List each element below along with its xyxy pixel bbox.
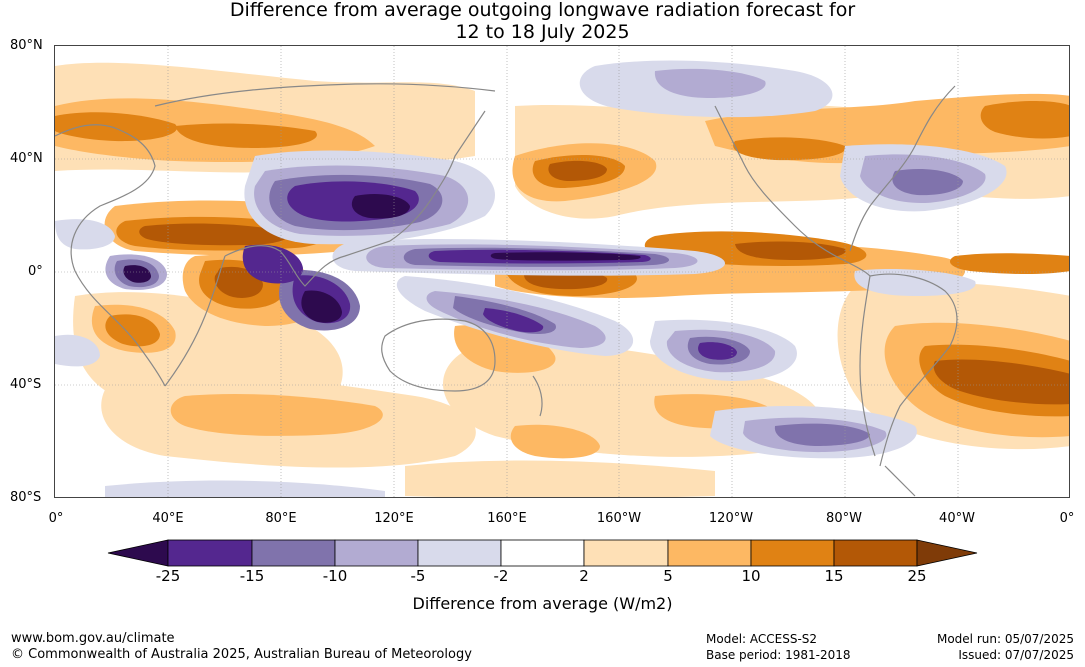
neg-mod-arctic xyxy=(654,68,766,98)
pos-strong-north-america xyxy=(733,137,846,161)
footer-issued: Issued: 07/07/2025 xyxy=(958,648,1074,662)
chart-title-line-1: Difference from average outgoing longwav… xyxy=(229,0,856,21)
coastlines xyxy=(55,83,958,497)
colorbar-tick: 15 xyxy=(824,567,844,585)
footer-base-period: Base period: 1981-2018 xyxy=(706,648,851,662)
olr-anomaly-map xyxy=(54,45,1070,498)
colorbar-tick: -5 xyxy=(410,567,426,585)
colorbar-bin-neg-15-25 xyxy=(167,539,253,567)
pos-strong-asia xyxy=(175,123,317,148)
lat-label-40n: 40°N xyxy=(10,151,43,166)
coast-asia-north xyxy=(154,83,496,107)
neg-extreme-itcz xyxy=(490,252,641,261)
neg-extreme-philippine-sea xyxy=(351,194,410,219)
lon-label-80w: 80°W xyxy=(826,511,862,526)
neg-light-southern-ocean xyxy=(105,480,385,497)
coast-east-asia xyxy=(389,110,486,242)
pos-mod-southern-indian-2 xyxy=(510,424,600,459)
neg-light-africa-west xyxy=(55,219,115,250)
neg-extreme-east-africa xyxy=(123,265,151,283)
pos-mod-south-indian xyxy=(170,394,383,436)
lon-label-160w: 160°W xyxy=(596,511,642,526)
colorbar-tick: -2 xyxy=(493,567,509,585)
colorbar-tick: -15 xyxy=(239,567,265,585)
coast-north-america-east xyxy=(849,85,956,252)
neg-vstrong-spcz-core xyxy=(483,308,544,333)
colorbar-tick: -25 xyxy=(155,567,181,585)
colorbar-bin-pos-10-15 xyxy=(750,539,835,567)
colorbar-label: Difference from average (W/m2) xyxy=(412,594,673,613)
lon-label-0: 0° xyxy=(48,511,64,526)
lat-label-equator: 0° xyxy=(28,264,43,279)
colorbar-tick: 2 xyxy=(579,567,589,585)
pos-strong-europe xyxy=(55,112,177,142)
neg-strong-southern-ocean-pacific xyxy=(774,423,870,446)
lon-label-160e: 160°E xyxy=(487,511,527,526)
colorbar-tick: 10 xyxy=(741,567,761,585)
coast-south-america-west xyxy=(859,275,876,457)
map-svg xyxy=(55,46,1069,497)
neg-light-south-indian-2 xyxy=(55,334,100,367)
coast-central-america xyxy=(844,260,871,277)
lon-label-40w: 40°W xyxy=(939,511,975,526)
pos-strong-north-atlantic xyxy=(980,101,1069,139)
neg-light-south-america-equatorial xyxy=(854,269,976,296)
colorbar-tick: 25 xyxy=(907,567,927,585)
lon-label-40e: 40°E xyxy=(152,511,184,526)
lon-label-120w: 120°W xyxy=(708,511,754,526)
lon-label-80e: 80°E xyxy=(265,511,297,526)
coast-south-america xyxy=(869,273,958,467)
colorbar-extend-high xyxy=(916,539,978,567)
colorbar-bin-pos-15-25 xyxy=(833,539,918,567)
colorbar-bin-pos-2-5 xyxy=(583,539,669,567)
pos-vstrong-south-atlantic xyxy=(933,359,1069,405)
lat-label-40s: 40°S xyxy=(10,377,42,392)
pos-light-southern-ocean xyxy=(405,460,715,497)
colorbar-extend-low xyxy=(107,539,169,567)
coast-europe-africa xyxy=(55,124,166,387)
gridlines xyxy=(55,46,1069,497)
footer-model-run: Model run: 05/07/2025 xyxy=(936,632,1074,646)
pos-strong-sw-africa xyxy=(105,314,160,347)
neg-vstrong-se-pacific-eye xyxy=(698,342,737,360)
pos-vstrong-central-pacific xyxy=(735,241,846,260)
pos-strong-east-pacific xyxy=(950,253,1069,275)
colorbar-tick: 5 xyxy=(663,567,673,585)
colorbar-bin-pos-5-10 xyxy=(667,539,752,567)
coast-asia-south xyxy=(224,240,391,287)
colorbar-bin-neg-2-5 xyxy=(417,539,502,567)
coast-north-america-west xyxy=(714,105,846,262)
lat-label-80s: 80°S xyxy=(10,490,42,505)
chart-title-line-2: 12 to 18 July 2025 xyxy=(455,21,630,43)
coast-australia xyxy=(381,318,496,392)
footer-model: Model: ACCESS-S2 xyxy=(706,632,818,646)
neg-vstrong-bay-of-bengal xyxy=(242,244,303,284)
pos-vstrong-tropical-asia xyxy=(139,223,289,246)
neg-strong-north-atlantic xyxy=(892,169,963,196)
neg-extreme-indian-ocean xyxy=(301,290,342,323)
lon-label-0-right: 0° xyxy=(1059,511,1075,526)
coast-new-zealand xyxy=(532,375,543,417)
footer-copyright: © Commonwealth of Australia 2025, Austra… xyxy=(11,647,472,662)
footer-website: www.bom.gov.au/climate xyxy=(11,631,175,646)
coast-africa-east xyxy=(164,255,226,387)
coast-antarctic-peninsula xyxy=(884,465,916,497)
colorbar-bin-neg-10-15 xyxy=(251,539,336,567)
pos-vstrong-nw-pacific xyxy=(548,160,607,181)
anomaly-neg-25-plus xyxy=(123,194,641,323)
lat-label-80n: 80°N xyxy=(10,38,43,53)
lon-label-120e: 120°E xyxy=(374,511,414,526)
colorbar-tick: -10 xyxy=(322,567,348,585)
colorbar-bin-neg-5-10 xyxy=(334,539,419,567)
colorbar xyxy=(107,539,978,567)
colorbar-bin-neutral xyxy=(500,539,585,567)
